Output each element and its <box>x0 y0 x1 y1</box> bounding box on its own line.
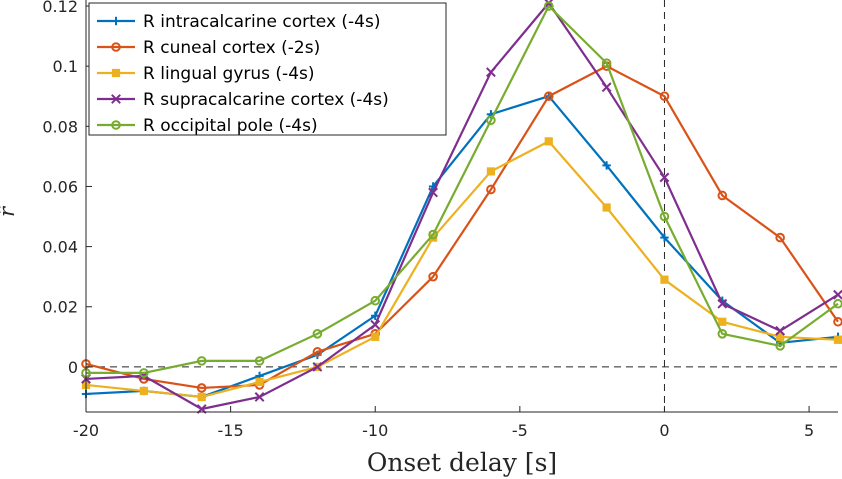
data-point <box>602 203 611 212</box>
data-point <box>486 184 496 195</box>
data-point <box>371 332 380 341</box>
y-tick-label: 0.08 <box>42 117 78 136</box>
data-point <box>543 1 554 11</box>
legend-label: R occipital pole (-4s) <box>143 116 318 136</box>
legend-label: R lingual gyrus (-4s) <box>143 64 315 84</box>
data-point <box>312 329 323 339</box>
data-point <box>312 347 323 357</box>
x-tick-label: -15 <box>218 421 244 440</box>
data-point <box>660 233 669 242</box>
legend-item: R cuneal cortex (-2s) <box>97 38 320 58</box>
data-point <box>659 211 670 222</box>
data-point <box>602 161 611 170</box>
legend-marker <box>111 120 121 130</box>
legend-marker <box>111 94 121 104</box>
data-point <box>139 368 149 378</box>
x-tick-label: -10 <box>362 421 388 440</box>
data-point <box>776 332 785 341</box>
y-tick-label: 0.04 <box>42 238 78 257</box>
data-point <box>196 383 207 393</box>
series-line <box>85 1 839 411</box>
data-point <box>486 115 496 126</box>
legend-label: R supracalcarine cortex (-4s) <box>143 90 389 110</box>
x-tick-label: 5 <box>804 421 814 440</box>
legend-label: R intracalcarine cortex (-4s) <box>143 12 381 32</box>
series-line <box>85 65 839 390</box>
data-point <box>196 356 207 366</box>
y-axis-label: r̂ <box>0 205 19 217</box>
series-layer <box>81 0 842 414</box>
data-point <box>486 67 496 78</box>
data-point <box>833 335 842 344</box>
data-point <box>254 356 265 366</box>
data-point <box>544 137 553 146</box>
legend-marker <box>111 16 121 26</box>
data-point <box>717 329 728 339</box>
x-tick-label: -5 <box>512 421 528 440</box>
tick-labels: -20 -15 -10 -5 0 5 0 0.02 0.04 0.06 0.08 0.1 0.12 <box>42 0 814 440</box>
legend-item: R intracalcarine cortex (-4s) <box>97 12 381 32</box>
legend-marker <box>111 68 121 78</box>
data-point <box>428 229 438 240</box>
y-tick-label: 0.12 <box>42 0 78 16</box>
data-point <box>428 187 438 198</box>
legend-box <box>88 2 447 136</box>
data-point <box>833 289 842 300</box>
x-tick-label: -20 <box>73 421 99 440</box>
y-tick-label: 0.06 <box>42 177 78 196</box>
y-tick-label: 0.02 <box>42 298 78 317</box>
data-point <box>660 275 669 284</box>
data-point <box>601 82 612 93</box>
y-tick-label: 0.1 <box>53 57 78 76</box>
data-point <box>486 167 496 176</box>
data-point <box>428 271 438 282</box>
data-point <box>543 91 554 102</box>
x-axis-label: Onset delay [s] <box>367 448 557 477</box>
legend-label: R cuneal cortex (-2s) <box>143 38 320 58</box>
data-point <box>775 325 786 336</box>
legend-item: R occipital pole (-4s) <box>97 116 318 136</box>
series-line <box>86 4 839 375</box>
data-point <box>370 319 381 330</box>
series-5 <box>81 1 842 378</box>
data-point <box>370 295 381 306</box>
data-point <box>254 392 265 402</box>
data-point <box>717 298 728 309</box>
data-point <box>197 392 206 402</box>
x-tick-label: 0 <box>659 421 669 440</box>
data-point <box>312 361 323 372</box>
y-tick-label: 0 <box>68 358 78 377</box>
reference-lines <box>86 0 838 412</box>
data-point <box>601 58 612 68</box>
data-point <box>718 317 727 326</box>
data-point <box>775 341 785 351</box>
data-point <box>775 232 785 243</box>
legend-item: R lingual gyrus (-4s) <box>97 64 315 84</box>
legend-item: R supracalcarine cortex (-4s) <box>97 90 389 110</box>
data-point <box>659 91 670 102</box>
data-point <box>255 377 264 387</box>
data-point <box>659 172 670 183</box>
legend-marker <box>111 42 121 52</box>
data-point <box>139 386 148 396</box>
data-point <box>717 190 728 201</box>
legend: R intracalcarine cortex (-4s) R cuneal co… <box>88 2 447 136</box>
